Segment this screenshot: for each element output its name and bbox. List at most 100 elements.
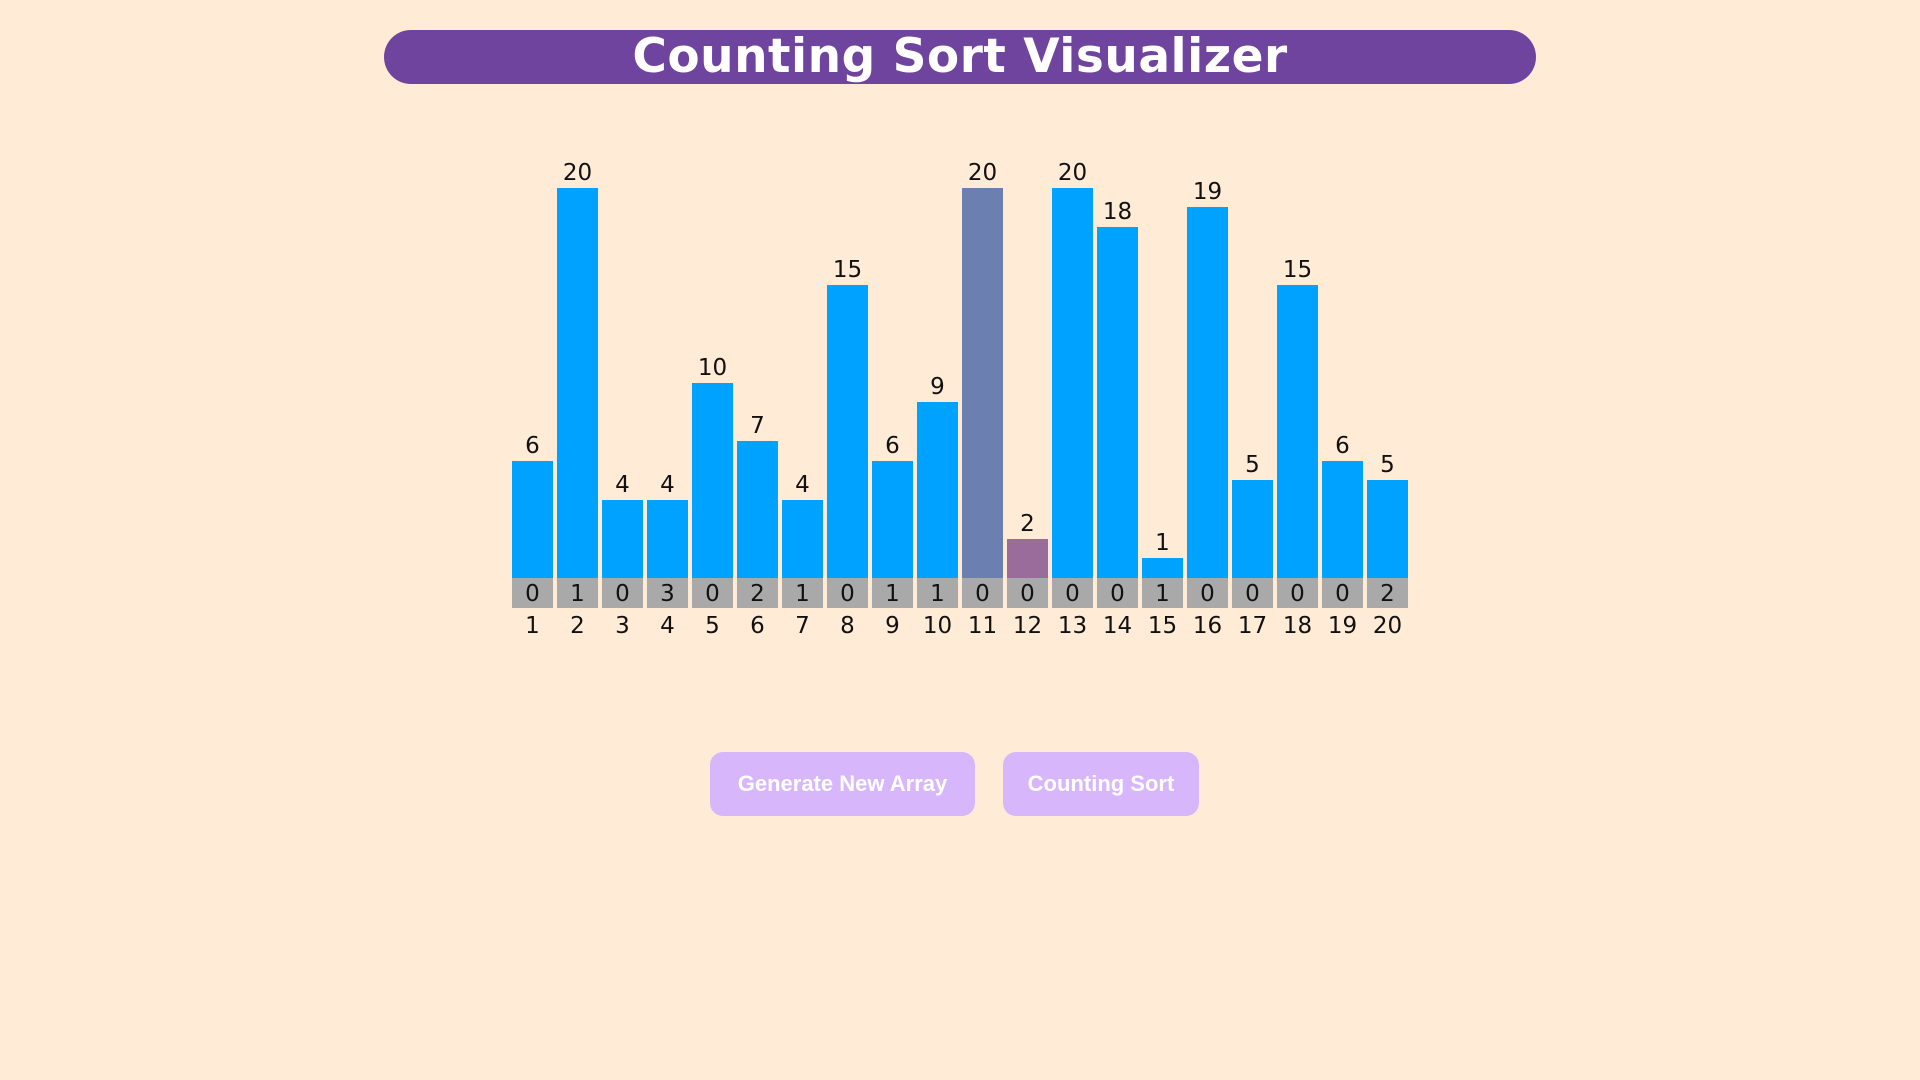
count-cell: 2 bbox=[1367, 578, 1408, 608]
bar bbox=[1097, 227, 1138, 578]
count-cell: 0 bbox=[512, 578, 553, 608]
count-cell: 1 bbox=[782, 578, 823, 608]
index-label: 15 bbox=[1147, 613, 1178, 639]
count-cell: 1 bbox=[917, 578, 958, 608]
bar-column: 9 bbox=[917, 372, 958, 578]
bar-column: 6 bbox=[872, 431, 913, 578]
bar-value-label: 20 bbox=[562, 160, 593, 186]
bar-value-label: 19 bbox=[1192, 179, 1223, 205]
count-cell: 3 bbox=[647, 578, 688, 608]
bar bbox=[737, 441, 778, 578]
count-cell: 0 bbox=[1187, 578, 1228, 608]
bar-value-label: 18 bbox=[1102, 199, 1133, 225]
page-title: Counting Sort Visualizer bbox=[632, 29, 1288, 84]
count-cell: 0 bbox=[602, 578, 643, 608]
count-cell: 2 bbox=[737, 578, 778, 608]
index-label: 2 bbox=[570, 613, 585, 639]
bar-column: 5 bbox=[1367, 450, 1408, 578]
count-cell: 1 bbox=[1142, 578, 1183, 608]
index-label: 9 bbox=[885, 613, 900, 639]
bar bbox=[917, 402, 958, 578]
bar-value-label: 15 bbox=[1282, 257, 1313, 283]
bar bbox=[1007, 539, 1048, 578]
bar bbox=[827, 285, 868, 578]
counting-sort-button[interactable]: Counting Sort bbox=[1003, 752, 1199, 816]
bar-value-label: 20 bbox=[1057, 160, 1088, 186]
bar-column: 1 bbox=[1142, 528, 1183, 578]
bar-column: 20 bbox=[557, 158, 598, 578]
bar bbox=[1187, 207, 1228, 578]
bar-column: 10 bbox=[692, 353, 733, 578]
bar-value-label: 2 bbox=[1020, 511, 1035, 537]
bar bbox=[962, 188, 1003, 578]
bar bbox=[1142, 558, 1183, 578]
index-label: 5 bbox=[705, 613, 720, 639]
bar-value-label: 15 bbox=[832, 257, 863, 283]
count-cell: 1 bbox=[557, 578, 598, 608]
index-label: 18 bbox=[1282, 613, 1313, 639]
bar bbox=[1367, 480, 1408, 578]
index-label: 10 bbox=[922, 613, 953, 639]
bar-value-label: 7 bbox=[750, 413, 765, 439]
bar bbox=[1322, 461, 1363, 578]
bar-column: 2 bbox=[1007, 509, 1048, 578]
index-label: 6 bbox=[750, 613, 765, 639]
index-label: 12 bbox=[1012, 613, 1043, 639]
bar bbox=[1277, 285, 1318, 578]
index-label: 14 bbox=[1102, 613, 1133, 639]
bar bbox=[692, 383, 733, 578]
bar bbox=[602, 500, 643, 578]
bar-value-label: 9 bbox=[930, 374, 945, 400]
bar-value-label: 10 bbox=[697, 355, 728, 381]
bar-column: 4 bbox=[782, 470, 823, 578]
bar-value-label: 5 bbox=[1245, 452, 1260, 478]
count-cell: 0 bbox=[962, 578, 1003, 608]
index-label: 19 bbox=[1327, 613, 1358, 639]
bar-column: 20 bbox=[1052, 158, 1093, 578]
title-banner: Counting Sort Visualizer bbox=[384, 30, 1536, 84]
index-label: 8 bbox=[840, 613, 855, 639]
count-cell: 0 bbox=[1232, 578, 1273, 608]
bar-value-label: 4 bbox=[795, 472, 810, 498]
bar-value-label: 6 bbox=[885, 433, 900, 459]
bar bbox=[512, 461, 553, 578]
bar bbox=[782, 500, 823, 578]
bar-column: 19 bbox=[1187, 177, 1228, 578]
bar bbox=[1232, 480, 1273, 578]
bar-column: 6 bbox=[512, 431, 553, 578]
bar-column: 4 bbox=[647, 470, 688, 578]
index-label: 13 bbox=[1057, 613, 1088, 639]
index-label: 16 bbox=[1192, 613, 1223, 639]
bar-column: 6 bbox=[1322, 431, 1363, 578]
bar-value-label: 6 bbox=[1335, 433, 1350, 459]
bar bbox=[872, 461, 913, 578]
bar-column: 4 bbox=[602, 470, 643, 578]
index-label: 11 bbox=[967, 613, 998, 639]
count-cell: 1 bbox=[872, 578, 913, 608]
bar-column: 5 bbox=[1232, 450, 1273, 578]
bar-column: 18 bbox=[1097, 197, 1138, 578]
bar-value-label: 4 bbox=[660, 472, 675, 498]
generate-new-array-button[interactable]: Generate New Array bbox=[710, 752, 975, 816]
bar-value-label: 4 bbox=[615, 472, 630, 498]
count-cell: 0 bbox=[827, 578, 868, 608]
index-label: 7 bbox=[795, 613, 810, 639]
count-cell: 0 bbox=[1322, 578, 1363, 608]
index-label: 1 bbox=[525, 613, 540, 639]
bar-column: 7 bbox=[737, 411, 778, 578]
bar-column: 15 bbox=[1277, 255, 1318, 578]
bar-value-label: 20 bbox=[967, 160, 998, 186]
bar bbox=[1052, 188, 1093, 578]
count-cell: 0 bbox=[1277, 578, 1318, 608]
bar-value-label: 6 bbox=[525, 433, 540, 459]
index-label: 17 bbox=[1237, 613, 1268, 639]
bar bbox=[557, 188, 598, 578]
bar-value-label: 5 bbox=[1380, 452, 1395, 478]
index-label: 20 bbox=[1372, 613, 1403, 639]
count-cell: 0 bbox=[1097, 578, 1138, 608]
index-label: 3 bbox=[615, 613, 630, 639]
bar-value-label: 1 bbox=[1155, 530, 1170, 556]
count-cell: 0 bbox=[1007, 578, 1048, 608]
